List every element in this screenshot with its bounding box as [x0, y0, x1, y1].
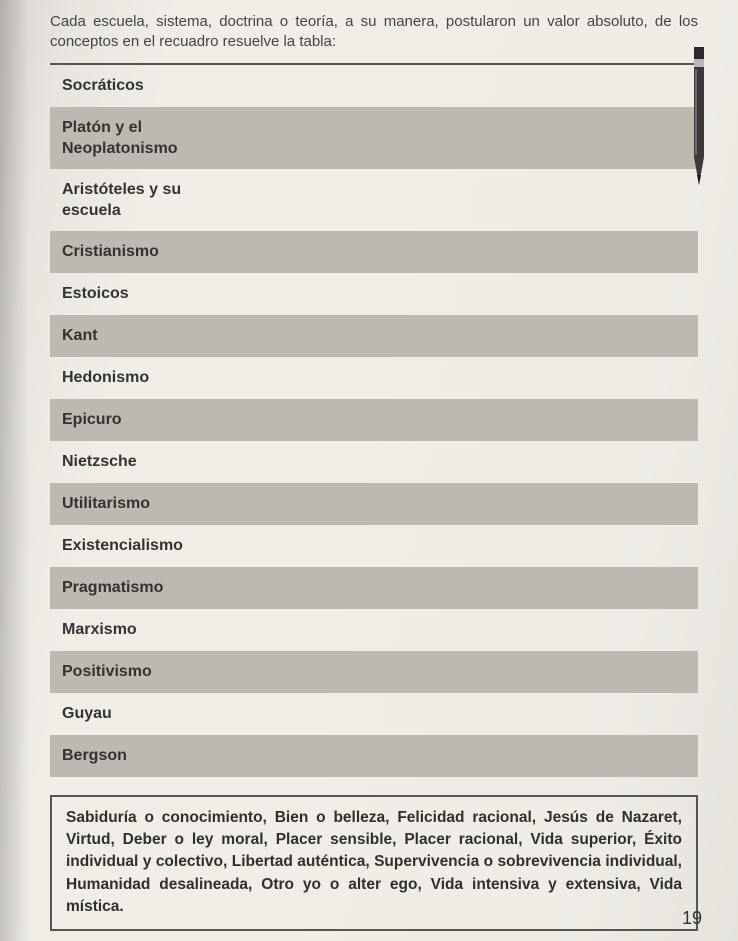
table-row: Utilitarismo: [50, 483, 698, 525]
concepts-box: Sabiduría o conocimiento, Bien o belleza…: [50, 795, 698, 931]
table-row: Existencialismo: [50, 525, 698, 567]
school-label: Cristianismo: [62, 243, 159, 261]
table-row: Epicuro: [50, 399, 698, 441]
school-label: Kant: [62, 327, 98, 345]
school-label: Positivismo: [62, 663, 152, 681]
school-label: Epicuro: [62, 411, 122, 429]
table-row: Estoicos: [50, 273, 698, 315]
table-row: Positivismo: [50, 651, 698, 693]
school-label: Guyau: [62, 705, 112, 723]
instruction-text: Cada escuela, sistema, doctrina o teoría…: [50, 12, 698, 53]
school-label: Hedonismo: [62, 369, 149, 387]
table-row: Pragmatismo: [50, 567, 698, 609]
table-row: Nietzsche: [50, 441, 698, 483]
school-label: escuela: [62, 200, 121, 222]
school-label: Platón y el: [62, 117, 142, 139]
schools-table: Socráticos Platón y el Neoplatonismo Ari…: [50, 63, 698, 777]
table-row: Bergson: [50, 735, 698, 777]
school-label: Pragmatismo: [62, 579, 163, 597]
school-label: Bergson: [62, 747, 127, 765]
school-label: Socráticos: [62, 77, 144, 95]
concepts-text: Sabiduría o conocimiento, Bien o belleza…: [66, 809, 682, 916]
table-row: Guyau: [50, 693, 698, 735]
school-label: Aristóteles y su: [62, 179, 181, 201]
school-label: Nietzsche: [62, 453, 137, 471]
school-label: Existencialismo: [62, 537, 183, 555]
table-row: Kant: [50, 315, 698, 357]
table-row: Hedonismo: [50, 357, 698, 399]
pen-icon: [690, 47, 708, 187]
table-row: Marxismo: [50, 609, 698, 651]
table-row: Platón y el Neoplatonismo: [50, 107, 698, 169]
school-label: Marxismo: [62, 621, 137, 639]
school-label: Neoplatonismo: [62, 138, 178, 160]
page-number: 19: [682, 908, 702, 929]
school-label: Estoicos: [62, 285, 129, 303]
page-content: Cada escuela, sistema, doctrina o teoría…: [0, 0, 738, 931]
table-row: Socráticos: [50, 65, 698, 107]
school-label: Utilitarismo: [62, 495, 150, 513]
table-row: Aristóteles y su escuela: [50, 169, 698, 231]
table-row: Cristianismo: [50, 231, 698, 273]
